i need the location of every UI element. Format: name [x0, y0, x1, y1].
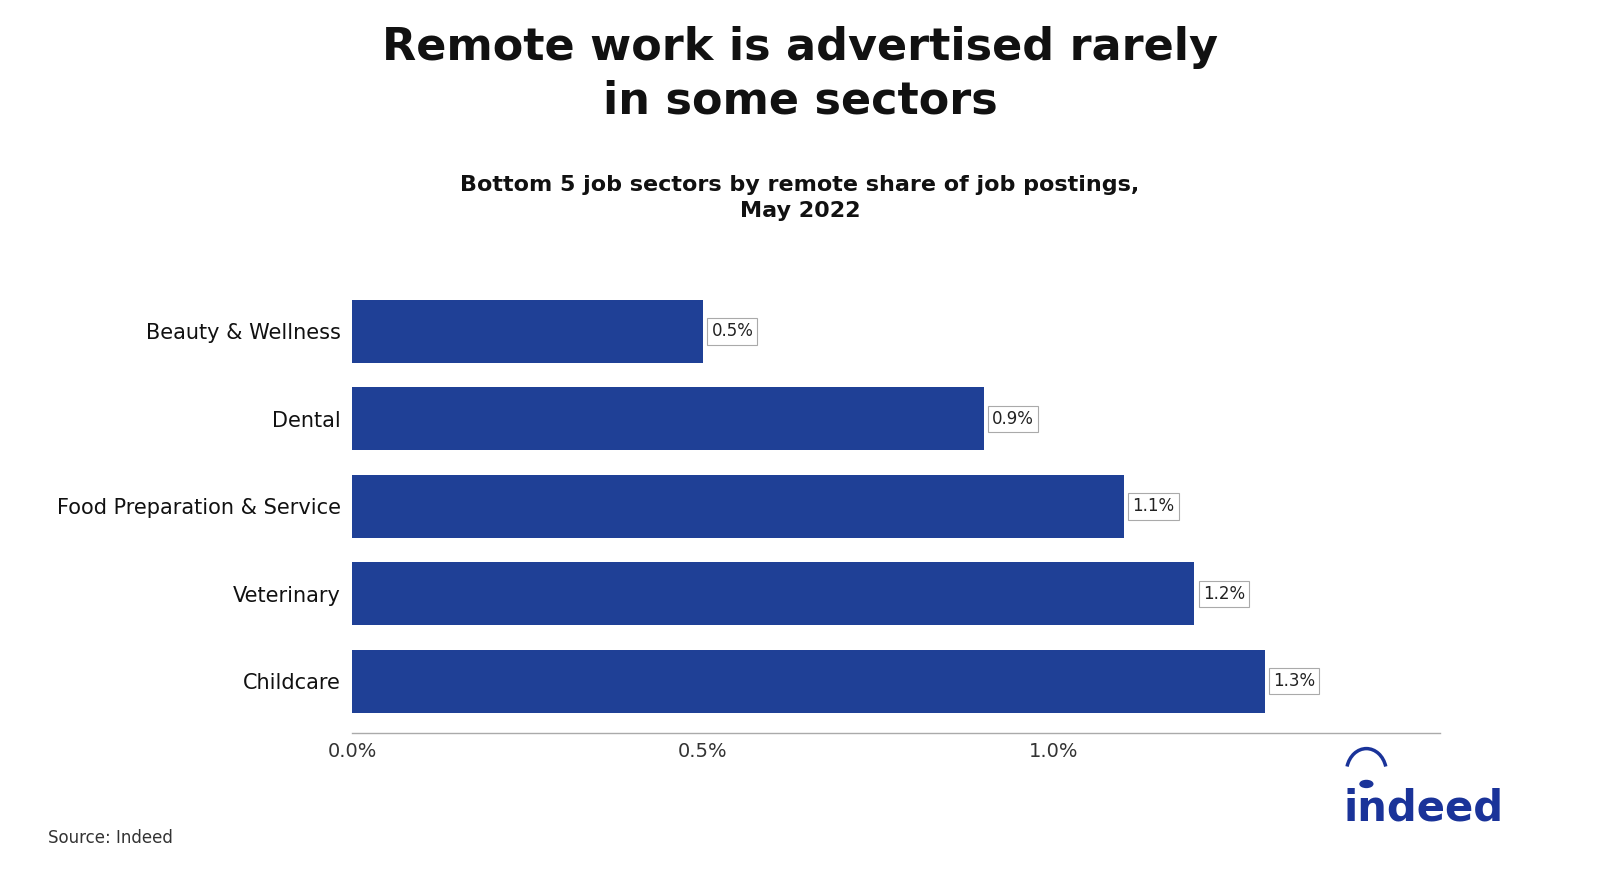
Bar [352, 562, 1194, 625]
Bar [352, 475, 1125, 538]
Bar [352, 388, 984, 450]
Text: 0.5%: 0.5% [712, 322, 754, 340]
Text: Bottom 5 job sectors by remote share of job postings,
May 2022: Bottom 5 job sectors by remote share of … [461, 175, 1139, 221]
Text: Remote work is advertised rarely
in some sectors: Remote work is advertised rarely in some… [382, 26, 1218, 122]
Text: Source: Indeed: Source: Indeed [48, 828, 173, 847]
Text: 1.2%: 1.2% [1203, 585, 1245, 602]
Bar [352, 650, 1264, 712]
Text: 1.1%: 1.1% [1133, 498, 1174, 515]
Bar [352, 300, 702, 363]
Text: indeed: indeed [1344, 787, 1504, 829]
Text: 1.3%: 1.3% [1274, 672, 1315, 691]
Text: 0.9%: 0.9% [992, 410, 1034, 428]
